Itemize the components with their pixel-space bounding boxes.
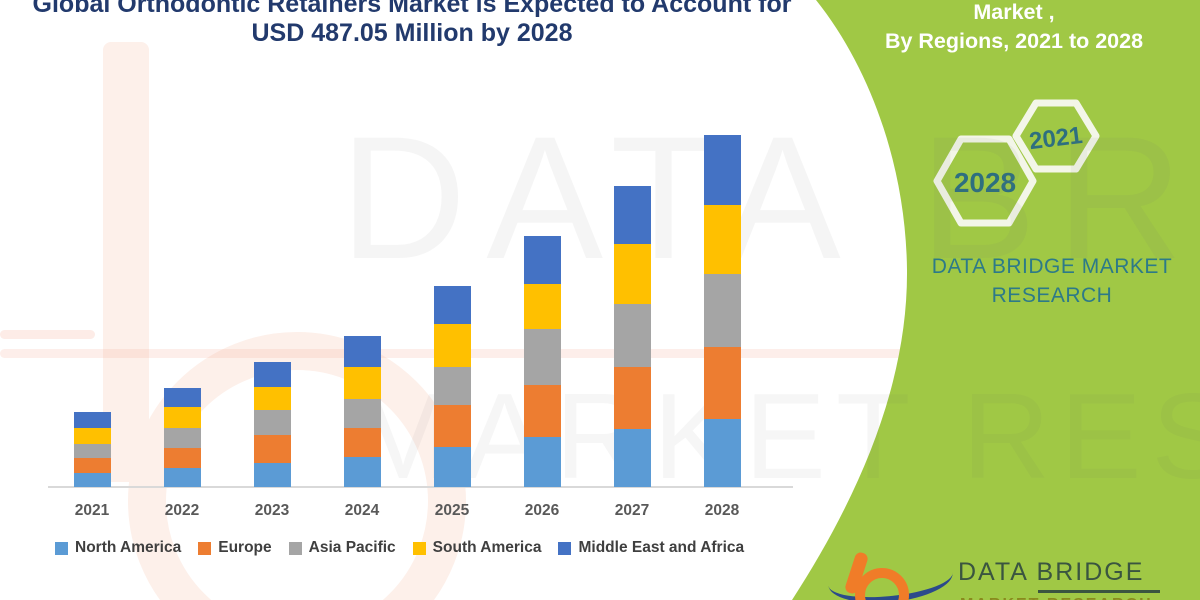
panel-heading-line1: Market , <box>973 0 1055 24</box>
bar-segment-2024-asia-pacific <box>343 399 381 428</box>
hexagon-2028 <box>933 135 1037 227</box>
legend-label: South America <box>432 539 542 556</box>
hexagon-2021 <box>1012 99 1100 173</box>
hexagon-2028-label: 2028 <box>954 167 1016 198</box>
background-logo-swoosh-2 <box>0 330 95 339</box>
bar-segment-2024-middle-east-and-africa <box>343 336 381 368</box>
bar-segment-2026-asia-pacific <box>523 328 561 386</box>
legend-swatch-icon <box>412 541 426 555</box>
stacked-bar-2027 <box>613 185 651 487</box>
stacked-bar-2026 <box>523 235 561 487</box>
bar-segment-2024-europe <box>343 428 381 458</box>
legend-swatch-icon <box>558 541 572 555</box>
bar-segment-2026-north-america <box>523 436 561 487</box>
stacked-bar-2025 <box>433 286 471 487</box>
x-tick-label-2026: 2026 <box>524 502 560 519</box>
bar-segment-2027-asia-pacific <box>613 304 651 367</box>
bar-segment-2028-north-america <box>703 418 741 487</box>
panel-heading: Market , By Regions, 2021 to 2028 <box>864 0 1164 56</box>
legend-item-asia-pacific: Asia Pacific <box>288 539 396 557</box>
panel-heading-line2: By Regions, 2021 to 2028 <box>884 29 1144 53</box>
bar-segment-2024-north-america <box>343 457 381 487</box>
background-logo-stem <box>103 42 149 482</box>
bar-segment-2026-south-america <box>523 283 561 329</box>
legend-item-europe: Europe <box>198 539 272 557</box>
x-tick-label-2025: 2025 <box>434 502 470 519</box>
footer-logo: DATA BRIDGE MARKET RESEARCH <box>825 549 1200 600</box>
legend-swatch-icon <box>55 541 68 555</box>
legend-swatch-icon <box>288 541 302 555</box>
bar-segment-2022-south-america <box>163 407 201 428</box>
bar-segment-2021-south-america <box>73 427 111 444</box>
bar-segment-2023-south-america <box>253 387 291 410</box>
x-tick-label-2028: 2028 <box>704 502 740 519</box>
footer-logo-sub-label: MARKET RESEARCH <box>960 596 1200 600</box>
bar-segment-2024-south-america <box>343 367 381 400</box>
stacked-bar-2028 <box>703 134 741 487</box>
bar-segment-2028-south-america <box>703 205 741 275</box>
bar-segment-2027-middle-east-and-africa <box>613 185 651 245</box>
x-tick-label-2027: 2027 <box>614 502 650 519</box>
x-tick-label-2021: 2021 <box>74 502 110 519</box>
legend-item-north-america: North America <box>55 539 181 557</box>
x-tick-label-2024: 2024 <box>344 502 380 519</box>
bar-segment-2023-asia-pacific <box>253 409 291 435</box>
panel-brand-text: DATA BRIDGE MARKET RESEARCH <box>927 252 1177 310</box>
bar-segment-2021-europe <box>73 457 111 473</box>
bar-segment-2025-north-america <box>433 446 471 487</box>
green-panel-shape <box>792 0 1200 600</box>
bar-segment-2028-europe <box>703 346 741 419</box>
bar-segment-2025-asia-pacific <box>433 367 471 406</box>
bar-segment-2027-north-america <box>613 428 651 487</box>
bar-segment-2022-europe <box>163 447 201 468</box>
bar-segment-2027-south-america <box>613 244 651 305</box>
bar-segment-2023-north-america <box>253 462 291 487</box>
bar-segment-2023-middle-east-and-africa <box>253 362 291 388</box>
legend-label: Europe <box>218 539 272 556</box>
panel-brand-line2: RESEARCH <box>991 284 1113 307</box>
x-tick-label-2023: 2023 <box>254 502 290 519</box>
bar-segment-2021-asia-pacific <box>73 443 111 458</box>
x-tick-label-2022: 2022 <box>164 502 200 519</box>
footer-logo-b-bowl <box>855 568 909 600</box>
stacked-bar-2021 <box>73 412 111 487</box>
stacked-bar-2024 <box>343 336 381 487</box>
legend-swatch-icon <box>198 541 212 555</box>
chart-title-line1: Global Orthodontic Retainers Market is E… <box>32 0 792 18</box>
footer-logo-underline <box>1038 590 1160 593</box>
bar-segment-2022-north-america <box>163 467 201 487</box>
hexagon-2021-label: 2021 <box>1028 122 1084 155</box>
bar-segment-2022-middle-east-and-africa <box>163 387 201 408</box>
legend-item-south-america: South America <box>412 539 542 557</box>
bar-segment-2025-south-america <box>433 323 471 367</box>
legend-label: Asia Pacific <box>308 539 396 556</box>
bar-segment-2022-asia-pacific <box>163 427 201 448</box>
bar-segment-2025-middle-east-and-africa <box>433 286 471 324</box>
legend-label: Middle East and Africa <box>578 539 745 556</box>
bar-segment-2025-europe <box>433 405 471 447</box>
chart-legend: North America Europe Asia Pacific South Ame… <box>55 539 744 557</box>
bar-segment-2028-asia-pacific <box>703 274 741 347</box>
panel-brand-line1: DATA BRIDGE MARKET <box>931 255 1173 278</box>
bar-segment-2028-middle-east-and-africa <box>703 134 741 206</box>
stacked-bar-2023 <box>253 362 291 487</box>
stacked-bar-2022 <box>163 387 201 487</box>
bar-segment-2026-europe <box>523 385 561 437</box>
chart-title: Global Orthodontic Retainers Market is E… <box>12 0 812 48</box>
legend-item-middle-east-and-africa: Middle East and Africa <box>558 539 744 557</box>
bar-segment-2021-north-america <box>73 472 111 487</box>
bar-segment-2027-europe <box>613 366 651 429</box>
x-axis-line <box>48 486 793 488</box>
legend-label: North America <box>75 539 182 556</box>
footer-logo-brand: DATA BRIDGE <box>958 558 1145 586</box>
bar-segment-2026-middle-east-and-africa <box>523 235 561 284</box>
chart-title-line2: USD 487.05 Million by 2028 <box>251 19 573 47</box>
bar-segment-2023-europe <box>253 434 291 463</box>
bar-segment-2021-middle-east-and-africa <box>73 412 111 428</box>
